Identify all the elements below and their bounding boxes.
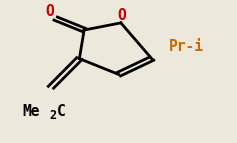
Text: 2: 2: [50, 109, 57, 122]
Text: C: C: [57, 104, 66, 119]
Text: O: O: [46, 4, 54, 19]
Text: Me: Me: [23, 104, 40, 119]
Text: O: O: [118, 8, 126, 22]
Text: Pr-i: Pr-i: [169, 39, 204, 54]
